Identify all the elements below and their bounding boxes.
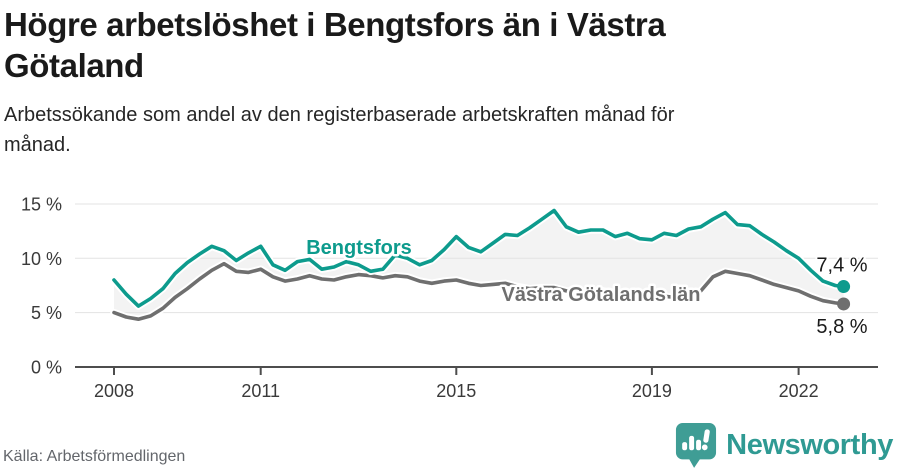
y-tick-label: 0 % [31, 358, 62, 378]
chart-title-line1: Högre arbetslöshet i Bengtsfors än i Väs… [4, 6, 666, 43]
chart-subtitle-line1: Arbetssökande som andel av den registerb… [4, 104, 675, 126]
unemployment-line-chart: 0 % 5 % 10 % 15 % 2008 2011 2015 2019 2022 Bengts… [21, 194, 878, 401]
x-tick-label: 2022 [779, 381, 819, 401]
x-tick-label: 2011 [241, 381, 280, 401]
newsworthy-wordmark: Newsworthy [726, 428, 893, 461]
chart-title: Högre arbetslöshet i Bengtsfors än i Väs… [4, 4, 864, 86]
end-value-label-bengtsfors: 7,4 % [816, 255, 867, 277]
y-tick-label: 5 % [31, 303, 62, 323]
newsworthy-icon [676, 423, 717, 468]
x-tick-label: 2008 [94, 381, 134, 401]
y-tick-label: 10 % [21, 249, 62, 269]
chart-subtitle-line2: månad. [4, 134, 71, 156]
x-tick-label: 2015 [436, 381, 476, 401]
y-tick-label: 15 % [21, 194, 62, 214]
chart-subtitle: Arbetssökande som andel av den registerb… [4, 100, 824, 160]
series-line-bengtsfors [112, 208, 846, 308]
source-note: Källa: Arbetsförmedlingen [3, 448, 186, 465]
end-dot [837, 297, 851, 311]
series-label-vastra-gotalands-lan: Västra Götalands län [502, 284, 701, 306]
end-value-label-vastra-gotaland: 5,8 % [816, 316, 867, 338]
series-label-bengtsfors: Bengtsfors [306, 237, 412, 259]
newsworthy-logo[interactable]: Newsworthy [675, 422, 893, 468]
x-tick-label: 2019 [632, 381, 672, 401]
end-dot [837, 280, 851, 294]
series-line-v-stra-g-talands-l-n [112, 261, 846, 322]
chart-title-line2: Götaland [4, 47, 144, 84]
